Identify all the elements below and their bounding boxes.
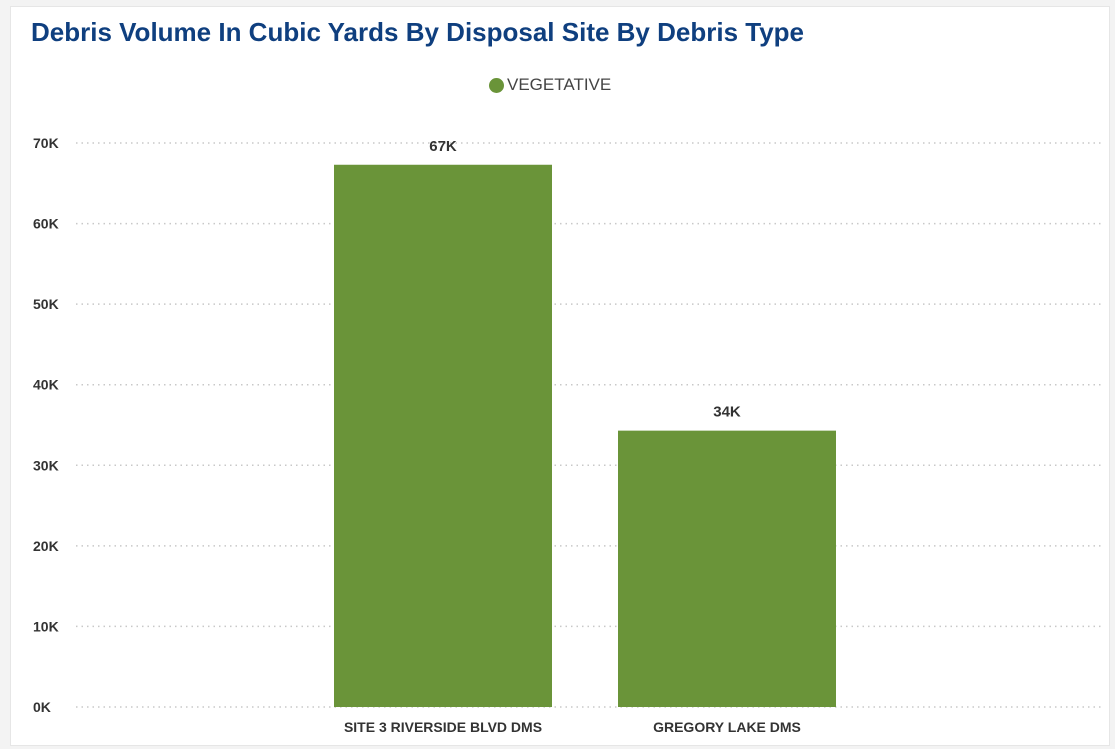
bar bbox=[618, 430, 836, 707]
chart-title: Debris Volume In Cubic Yards By Disposal… bbox=[31, 17, 805, 47]
bar bbox=[334, 164, 552, 708]
bar-chart: 0K 10K 20K 30K 40K 50K 60K 70K 67K SITE 3 RIVERSI… bbox=[33, 135, 1101, 735]
legend-label: VEGETATIVE bbox=[507, 75, 612, 94]
chart-legend[interactable]: VEGETATIVE bbox=[489, 75, 611, 95]
y-tick-label: 20K bbox=[33, 538, 59, 554]
y-tick-label: 30K bbox=[33, 457, 59, 473]
y-tick-label: 50K bbox=[33, 296, 59, 312]
x-tick-label: SITE 3 RIVERSIDE BLVD DMS bbox=[344, 719, 542, 735]
legend-marker bbox=[489, 77, 504, 93]
chart-card: Debris Volume In Cubic Yards By Disposal… bbox=[10, 6, 1110, 746]
y-tick-label: 60K bbox=[33, 216, 59, 232]
y-tick-label: 10K bbox=[33, 618, 59, 634]
y-tick-label: 70K bbox=[33, 135, 59, 151]
data-label: 67K bbox=[429, 138, 457, 155]
y-tick-label: 0K bbox=[33, 699, 51, 715]
x-tick-label: GREGORY LAKE DMS bbox=[653, 719, 801, 735]
y-tick-label: 40K bbox=[33, 377, 59, 393]
data-label: 34K bbox=[713, 404, 741, 421]
